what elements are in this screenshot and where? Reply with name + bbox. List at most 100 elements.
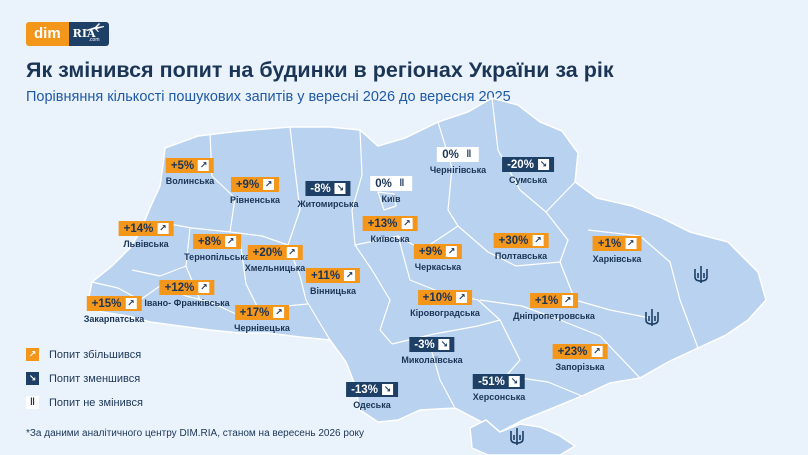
change-value: +9%: [235, 178, 260, 191]
logo-ria-sub: .com: [88, 37, 100, 43]
region-name: Івано- Франківська: [144, 298, 230, 308]
region-name: Житомирська: [297, 199, 359, 209]
arrow-down-right-icon: ↘: [26, 372, 39, 385]
region-name: Тернопільська: [184, 252, 250, 262]
change-badge: -51% ↘: [473, 374, 525, 389]
arrow-down-right-icon: ↘: [537, 159, 549, 170]
region-marker: +9% ↗ Рівненська: [230, 177, 280, 205]
change-value: +13%: [367, 217, 398, 230]
arrow-down-right-icon: ↘: [381, 384, 393, 395]
change-badge: +1% ↗: [592, 236, 642, 251]
arrow-up-right-icon: ↗: [263, 179, 275, 190]
region-name: Дніпропетровська: [513, 311, 595, 321]
region-marker: +11% ↗ Вінницька: [305, 268, 361, 296]
region-name: Херсонська: [472, 392, 526, 402]
region-name: Рівненська: [230, 195, 280, 205]
change-value: +30%: [498, 234, 529, 247]
region-marker: +1% ↗ Дніпропетровська: [513, 293, 595, 321]
change-badge: +9% ↗: [230, 177, 280, 192]
change-badge: +20% ↗: [247, 245, 303, 260]
region-marker: +14% ↗ Львівська: [118, 221, 174, 249]
change-value: +17%: [239, 306, 270, 319]
trident-icon: [510, 428, 524, 445]
dimria-logo: dim RIA .com: [26, 22, 109, 46]
change-badge: +9% ↗: [413, 244, 463, 259]
arrow-up-right-icon: ↗: [26, 348, 39, 361]
change-badge: +23% ↗: [552, 344, 608, 359]
arrow-up-right-icon: ↗: [198, 160, 210, 171]
change-value: +1%: [597, 237, 622, 250]
region-marker: +30% ↗ Полтавська: [493, 233, 549, 261]
region-marker: +23% ↗ Запорізька: [552, 344, 608, 372]
airplane-icon: [85, 23, 104, 32]
arrow-up-right-icon: ↗: [273, 307, 285, 318]
region-name: Вінницька: [310, 286, 356, 296]
region-marker: +15% ↗ Закарпатська: [84, 296, 144, 324]
legend-item-unchanged: ǁ Попит не змінився: [26, 396, 143, 409]
region-marker: +13% ↗ Київська: [362, 216, 418, 244]
page-title: Як змінився попит на будинки в регіонах …: [26, 58, 614, 82]
change-badge: +13% ↗: [362, 216, 418, 231]
region-marker: +5% ↗ Волинська: [165, 158, 215, 186]
arrow-up-right-icon: ↗: [446, 246, 458, 257]
region-name: Київська: [370, 234, 410, 244]
page-subtitle: Порівняння кількості пошукових запитів у…: [26, 89, 511, 105]
change-badge: +12% ↗: [159, 280, 215, 295]
legend-label: Попит не змінився: [49, 396, 143, 409]
change-badge: +1% ↗: [529, 293, 579, 308]
pause-icon: ǁ: [26, 396, 39, 409]
region-marker: +1% ↗ Харківська: [592, 236, 642, 264]
change-value: +23%: [557, 345, 588, 358]
arrow-up-right-icon: ↗: [344, 270, 356, 281]
arrow-up-right-icon: ↗: [625, 238, 637, 249]
change-badge: 0% ǁ: [437, 147, 479, 162]
region-marker: +20% ↗ Хмельницька: [245, 245, 305, 273]
legend-item-increase: ↗ Попит збільшився: [26, 348, 141, 361]
arrow-up-right-icon: ↗: [198, 282, 210, 293]
region-name: Одеська: [353, 400, 391, 410]
region-marker: -13% ↘ Одеська: [346, 382, 398, 410]
arrow-up-right-icon: ↗: [562, 295, 574, 306]
region-name: Сумська: [509, 175, 547, 185]
change-value: -3%: [414, 338, 435, 351]
change-value: +10%: [422, 291, 453, 304]
change-badge: +10% ↗: [417, 290, 473, 305]
footnote: *За даними аналітичного центру DIM.RIA, …: [26, 428, 365, 439]
region-name: Львівська: [123, 239, 169, 249]
arrow-up-right-icon: ↗: [591, 346, 603, 357]
change-badge: +30% ↗: [493, 233, 549, 248]
change-value: -8%: [310, 182, 331, 195]
region-marker: +8% ↗ Тернопільська: [184, 234, 250, 262]
region-name: Черкаська: [414, 262, 462, 272]
region-marker: -3% ↘ Миколаївська: [401, 337, 463, 365]
change-value: +14%: [123, 222, 154, 235]
change-badge: +14% ↗: [118, 221, 174, 236]
region-name: Волинська: [165, 176, 215, 186]
change-badge: +5% ↗: [165, 158, 215, 173]
trident-icon: [645, 309, 659, 326]
change-value: +8%: [197, 235, 222, 248]
arrow-up-right-icon: ↗: [286, 247, 298, 258]
change-badge: +17% ↗: [234, 305, 290, 320]
region-name: Київ: [381, 194, 401, 204]
change-badge: -8% ↘: [305, 181, 351, 196]
change-value: 0%: [442, 148, 459, 161]
region-name: Кіровоградська: [410, 308, 480, 318]
change-value: +20%: [252, 246, 283, 259]
region-marker: -8% ↘ Житомирська: [297, 181, 359, 209]
logo-ria: RIA .com: [68, 22, 109, 46]
change-value: +1%: [534, 294, 559, 307]
change-value: 0%: [375, 177, 392, 190]
change-badge: +15% ↗: [86, 296, 142, 311]
change-badge: +11% ↗: [305, 268, 361, 283]
region-name: Хмельницька: [244, 263, 306, 273]
region-name: Запорізька: [555, 362, 605, 372]
region-marker: +10% ↗ Кіровоградська: [410, 290, 480, 318]
logo-ria-text: RIA: [72, 27, 96, 40]
arrow-up-right-icon: ↗: [456, 292, 468, 303]
region-name: Харківська: [592, 254, 642, 264]
arrow-down-right-icon: ↘: [508, 376, 520, 387]
pause-icon: ǁ: [462, 149, 474, 160]
region-marker: -20% ↘ Сумська: [502, 157, 554, 185]
legend-label: Попит збільшився: [49, 348, 142, 361]
